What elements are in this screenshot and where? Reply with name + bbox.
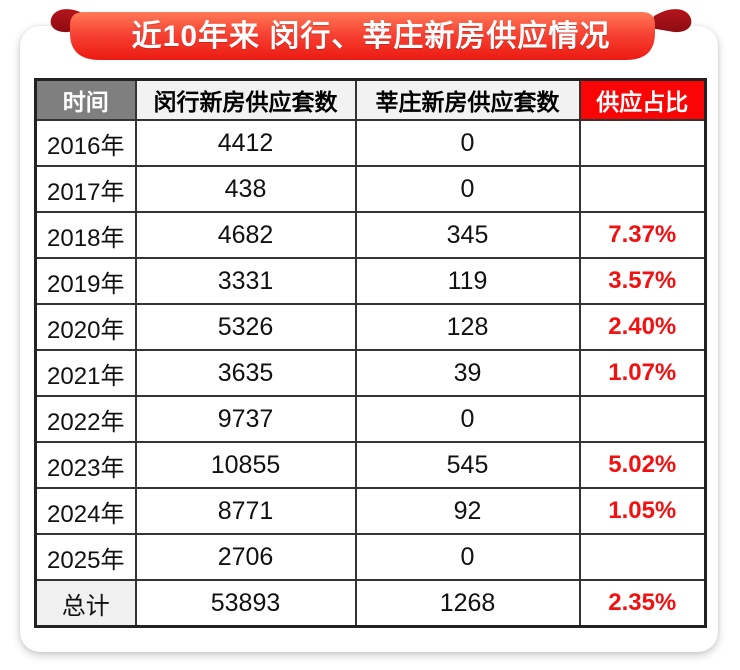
minhang-cell: 438: [134, 165, 357, 213]
xinzhuang-cell: 0: [354, 395, 581, 443]
table-body: 2016年 4412 0 2017年 438 0 2018年 4682 345 7.37% 2019…: [34, 119, 707, 628]
title-ribbon: 近10年来 闵行、莘庄新房供应情况: [48, 6, 694, 68]
time-cell: 2022年: [34, 395, 137, 443]
table-row: 2019年 3331 119 3.57%: [34, 257, 707, 305]
table-row: 2024年 8771 92 1.05%: [34, 487, 707, 535]
header-time: 时间: [34, 78, 137, 121]
supply-table: 时间 闵行新房供应套数 莘庄新房供应套数 供应占比 2016年 4412 0 2017年 43…: [34, 78, 707, 628]
time-cell: 2017年: [34, 165, 137, 213]
xinzhuang-cell: 92: [354, 487, 581, 535]
ribbon-fold-right: [650, 9, 692, 33]
time-cell: 2019年: [34, 257, 137, 305]
header-ratio: 供应占比: [578, 78, 707, 121]
table-row: 2020年 5326 128 2.40%: [34, 303, 707, 351]
minhang-cell: 4682: [134, 211, 357, 259]
time-cell: 2023年: [34, 441, 137, 489]
table-row: 2025年 2706 0: [34, 533, 707, 581]
time-cell: 2025年: [34, 533, 137, 581]
minhang-cell: 3635: [134, 349, 357, 397]
xinzhuang-cell: 39: [354, 349, 581, 397]
banner-title: 近10年来 闵行、莘庄新房供应情况: [131, 20, 611, 53]
xinzhuang-cell: 0: [354, 533, 581, 581]
ratio-cell: 1.05%: [578, 487, 707, 535]
xinzhuang-cell: 1268: [354, 579, 581, 628]
ratio-cell: [578, 119, 707, 167]
xinzhuang-cell: 345: [354, 211, 581, 259]
table-row: 2018年 4682 345 7.37%: [34, 211, 707, 259]
minhang-cell: 10855: [134, 441, 357, 489]
ratio-cell: 1.07%: [578, 349, 707, 397]
ratio-cell: 3.57%: [578, 257, 707, 305]
xinzhuang-cell: 0: [354, 119, 581, 167]
time-cell: 2024年: [34, 487, 137, 535]
ratio-cell: 5.02%: [578, 441, 707, 489]
ratio-cell: [578, 533, 707, 581]
ratio-cell: 7.37%: [578, 211, 707, 259]
minhang-cell: 3331: [134, 257, 357, 305]
ratio-cell: 2.35%: [578, 579, 707, 628]
content-card: 时间 闵行新房供应套数 莘庄新房供应套数 供应占比 2016年 4412 0 2017年 43…: [20, 26, 718, 652]
table-row: 2017年 438 0: [34, 165, 707, 213]
minhang-cell: 53893: [134, 579, 357, 628]
minhang-cell: 9737: [134, 395, 357, 443]
ratio-cell: 2.40%: [578, 303, 707, 351]
header-row: 时间 闵行新房供应套数 莘庄新房供应套数 供应占比: [34, 78, 707, 121]
minhang-cell: 8771: [134, 487, 357, 535]
ribbon-shape-icon: [50, 9, 692, 60]
minhang-cell: 4412: [134, 119, 357, 167]
header-xinzhuang: 莘庄新房供应套数: [354, 78, 581, 121]
time-cell: 2016年: [34, 119, 137, 167]
ribbon-band: [70, 12, 655, 60]
ratio-cell: [578, 165, 707, 213]
table-row: 2016年 4412 0: [34, 119, 707, 167]
xinzhuang-cell: 128: [354, 303, 581, 351]
xinzhuang-cell: 0: [354, 165, 581, 213]
header-minhang: 闵行新房供应套数: [134, 78, 357, 121]
time-cell: 2018年: [34, 211, 137, 259]
xinzhuang-cell: 545: [354, 441, 581, 489]
table-row: 2022年 9737 0: [34, 395, 707, 443]
table-row: 2023年 10855 545 5.02%: [34, 441, 707, 489]
table-row: 2021年 3635 39 1.07%: [34, 349, 707, 397]
minhang-cell: 5326: [134, 303, 357, 351]
time-cell: 总计: [34, 579, 137, 628]
total-row: 总计 53893 1268 2.35%: [34, 579, 707, 628]
time-cell: 2021年: [34, 349, 137, 397]
time-cell: 2020年: [34, 303, 137, 351]
xinzhuang-cell: 119: [354, 257, 581, 305]
ratio-cell: [578, 395, 707, 443]
minhang-cell: 2706: [134, 533, 357, 581]
